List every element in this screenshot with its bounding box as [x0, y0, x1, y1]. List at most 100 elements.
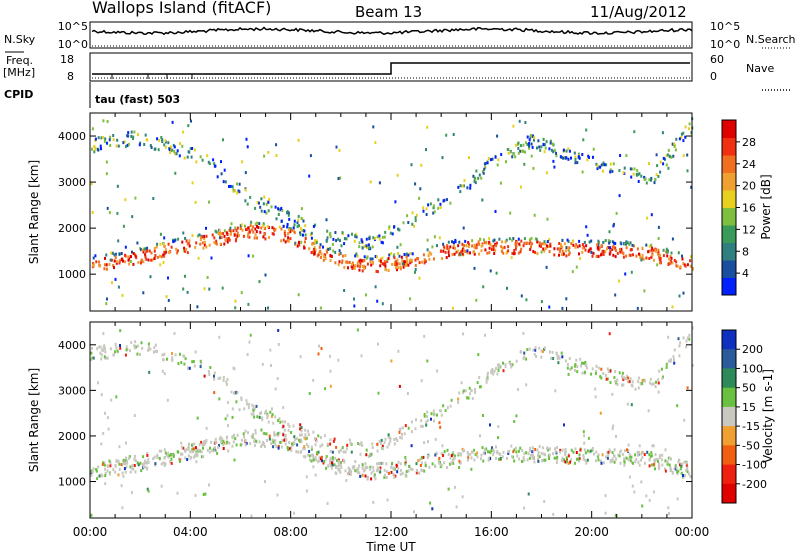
range-cell — [189, 147, 192, 151]
range-cell — [677, 251, 680, 255]
range-cell — [119, 329, 122, 333]
range-cell — [183, 156, 186, 160]
range-cell — [568, 357, 571, 360]
range-cell — [611, 247, 614, 251]
range-cell — [336, 459, 338, 462]
range-cell — [124, 470, 127, 474]
range-cell — [411, 211, 414, 215]
range-cell — [422, 206, 425, 210]
range-cell — [532, 348, 535, 352]
range-cell — [335, 239, 338, 243]
range-cell — [495, 445, 497, 449]
range-cell — [418, 276, 421, 280]
range-cell — [637, 380, 640, 383]
range-cell — [574, 161, 577, 165]
range-cell — [642, 257, 645, 261]
range-cell — [382, 447, 384, 450]
range-cell — [90, 358, 93, 362]
range-cell — [310, 231, 313, 235]
range-cell — [616, 251, 619, 255]
range-cell — [466, 251, 469, 255]
range-cell — [398, 430, 401, 434]
range-cell — [398, 228, 401, 232]
range-cell — [602, 372, 605, 376]
range-cell — [302, 219, 305, 223]
range-cell — [586, 158, 589, 162]
range-cell — [561, 355, 564, 359]
range-cell — [606, 367, 609, 371]
range-cell — [400, 436, 403, 440]
range-cell — [650, 213, 653, 217]
range-cell — [103, 267, 106, 271]
range-cell — [329, 247, 332, 251]
range-cell — [288, 447, 291, 451]
range-cell — [397, 460, 400, 464]
range-cell — [533, 136, 536, 140]
range-cell — [471, 244, 474, 248]
colorbar-tick-label: 28 — [742, 136, 756, 149]
range-cell — [510, 444, 513, 448]
range-cell — [344, 260, 347, 264]
range-cell — [592, 155, 594, 159]
range-cell — [564, 460, 567, 464]
range-cell — [614, 370, 617, 373]
range-cell — [631, 243, 634, 247]
range-cell — [528, 144, 531, 148]
range-cell — [452, 458, 454, 462]
range-cell — [514, 242, 517, 246]
range-cell — [304, 240, 306, 244]
range-cell — [626, 402, 629, 406]
range-cell — [630, 403, 633, 407]
range-cell — [91, 470, 94, 474]
range-cell — [690, 131, 693, 135]
range-cell — [305, 443, 308, 447]
range-cell — [332, 237, 335, 241]
range-cell — [240, 396, 243, 400]
range-cell — [651, 246, 654, 250]
range-cell — [103, 461, 106, 465]
range-cell — [240, 291, 243, 295]
range-cell — [128, 349, 131, 353]
range-cell — [509, 150, 512, 154]
range-cell — [369, 260, 372, 263]
range-cell — [141, 463, 144, 467]
range-cell — [606, 451, 609, 454]
range-cell — [634, 453, 637, 457]
velocity-colorbar-label: Velocity [m s-1] — [761, 369, 775, 463]
range-cell — [153, 246, 156, 250]
range-cell — [491, 157, 494, 161]
range-cell — [575, 243, 578, 247]
range-cell — [420, 456, 423, 459]
range-cell — [333, 463, 336, 467]
range-cell — [362, 264, 365, 268]
range-cell — [421, 260, 423, 264]
range-cell — [262, 202, 265, 206]
range-cell — [114, 342, 117, 346]
range-cell — [253, 407, 256, 411]
range-cell — [545, 140, 548, 144]
range-cell — [671, 470, 674, 474]
range-cell — [626, 241, 629, 245]
range-cell — [443, 450, 446, 454]
range-cell — [567, 462, 570, 465]
range-cell — [138, 143, 141, 147]
range-cell — [659, 253, 661, 257]
range-cell — [219, 435, 222, 439]
range-cell — [299, 427, 301, 431]
range-cell — [637, 376, 640, 380]
range-cell — [611, 392, 614, 396]
range-cell — [546, 217, 549, 221]
range-cell — [156, 137, 159, 141]
range-cell — [291, 442, 293, 446]
range-cell — [486, 377, 489, 381]
range-cell — [477, 240, 480, 244]
range-cell — [283, 428, 286, 432]
range-cell — [238, 408, 241, 412]
range-cell — [258, 415, 261, 419]
range-cell — [103, 139, 106, 143]
range-cell — [638, 172, 641, 176]
range-cell — [287, 239, 290, 243]
range-cell — [385, 476, 388, 480]
range-cell — [343, 237, 346, 241]
range-cell — [344, 450, 347, 454]
